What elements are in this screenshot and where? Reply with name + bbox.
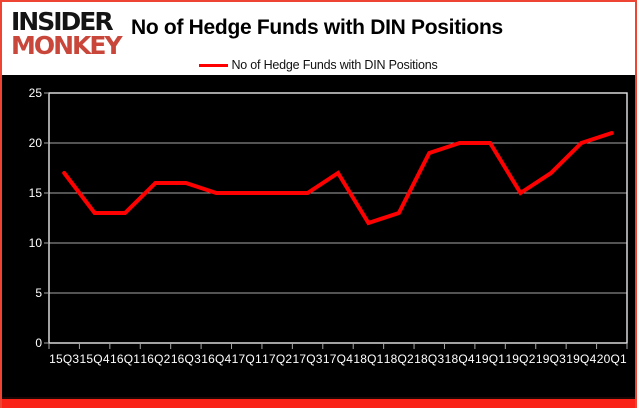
x-axis-tick-label: 19Q1 bbox=[475, 352, 506, 366]
plot-frame bbox=[48, 92, 628, 344]
bottom-red-bar bbox=[2, 399, 635, 408]
x-axis-tick-label: 16Q1 bbox=[109, 352, 141, 366]
legend: No of Hedge Funds with DIN Positions bbox=[2, 56, 635, 74]
x-axis-tick-label: 19Q4 bbox=[566, 352, 597, 366]
series-line bbox=[62, 131, 614, 226]
y-axis-tick-label: 0 bbox=[35, 336, 42, 350]
x-axis-tick-label: 19Q3 bbox=[535, 352, 567, 366]
insider-monkey-logo: INSIDER MONKEY bbox=[11, 7, 123, 60]
x-axis-tick-label: 15Q4 bbox=[79, 352, 110, 366]
x-axis-tick-label: 20Q1 bbox=[596, 352, 627, 366]
x-axis-tick-label: 17Q2 bbox=[262, 352, 293, 366]
logo-text-monkey: MONKEY bbox=[11, 30, 123, 60]
x-axis-tick-label: 16Q4 bbox=[201, 352, 232, 366]
chart-header: INSIDER MONKEY No of Hedge Funds with DI… bbox=[2, 2, 635, 75]
x-axis-tick-label: 19Q2 bbox=[505, 352, 536, 366]
x-axis-tick-label: 18Q2 bbox=[383, 352, 414, 366]
y-axis-tick-label: 15 bbox=[28, 186, 42, 200]
x-axis-tick-label: 15Q3 bbox=[49, 352, 80, 366]
x-axis-tick-label: 18Q4 bbox=[444, 352, 475, 366]
logo-text-insider: INSIDER bbox=[11, 7, 114, 36]
x-axis-tick-label: 16Q3 bbox=[170, 352, 201, 366]
legend-line-swatch bbox=[199, 63, 229, 67]
x-axis-tick-label: 17Q1 bbox=[231, 352, 262, 366]
x-axis-tick-label: 17Q3 bbox=[292, 352, 323, 366]
y-axis-tick-label: 10 bbox=[28, 236, 42, 250]
plot-region: 0 5 10 15 20 25 15Q3 15Q4 16Q1 16Q2 16Q3 16Q4 17Q1 17… bbox=[2, 75, 635, 397]
chart-title: No of Hedge Funds with DIN Positions bbox=[131, 16, 503, 39]
y-axis-tick-label: 20 bbox=[28, 136, 42, 150]
x-axis-tick-label: 16Q2 bbox=[140, 352, 171, 366]
legend-label: No of Hedge Funds with DIN Positions bbox=[231, 58, 438, 72]
x-axis-tick-label: 17Q4 bbox=[322, 352, 354, 366]
x-axis-tick-label: 18Q1 bbox=[353, 352, 384, 366]
line-chart-svg bbox=[44, 92, 628, 349]
bottom-divider-line bbox=[2, 397, 635, 399]
y-axis-tick-label: 5 bbox=[35, 286, 42, 300]
x-axis-tick-label: 18Q3 bbox=[414, 352, 445, 366]
y-axis-tick-label: 25 bbox=[28, 86, 42, 100]
